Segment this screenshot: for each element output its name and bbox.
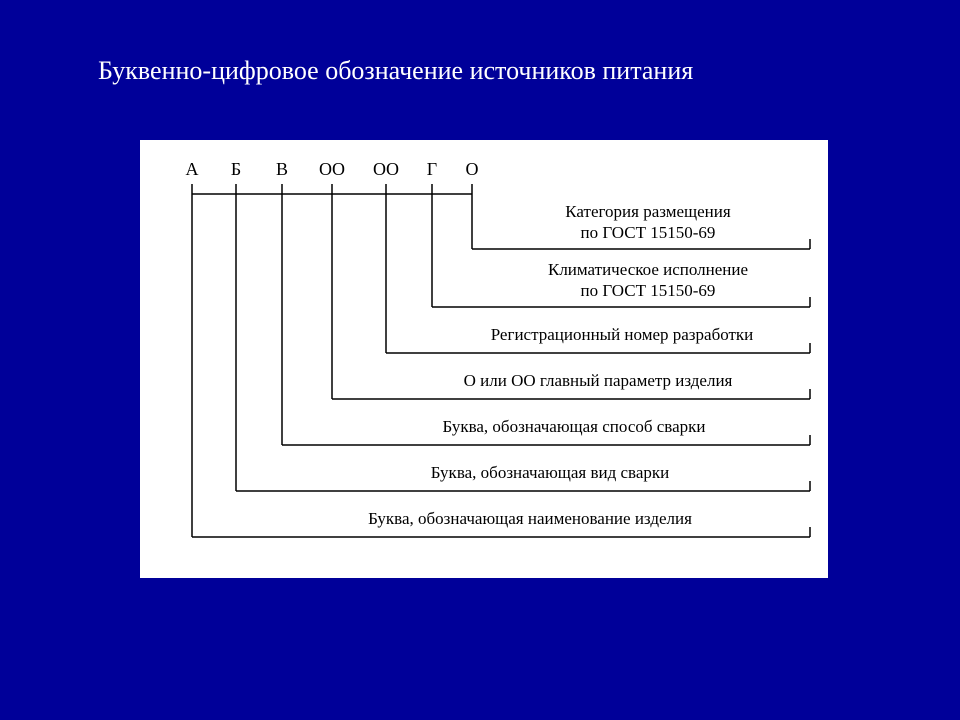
description-0: Категория размещенияпо ГОСТ 15150-69 <box>565 201 730 244</box>
description-5: Буква, обозначающая вид сварки <box>431 462 670 483</box>
description-2: Регистрационный номер разработки <box>491 324 754 345</box>
description-1: Климатическое исполнениепо ГОСТ 15150-69 <box>548 259 748 302</box>
code-letter-4: ОО <box>373 159 399 180</box>
diagram-lines <box>0 0 960 720</box>
description-6: Буква, обозначающая наименование изделия <box>368 508 692 529</box>
code-letter-3: ОО <box>319 159 345 180</box>
code-letter-2: В <box>276 159 288 180</box>
description-4: Буква, обозначающая способ сварки <box>442 416 705 437</box>
code-letter-5: Г <box>427 159 437 180</box>
description-3: О или ОО главный параметр изделия <box>464 370 733 391</box>
code-letter-1: Б <box>231 159 241 180</box>
code-letter-0: А <box>186 159 199 180</box>
code-letter-6: О <box>466 159 479 180</box>
